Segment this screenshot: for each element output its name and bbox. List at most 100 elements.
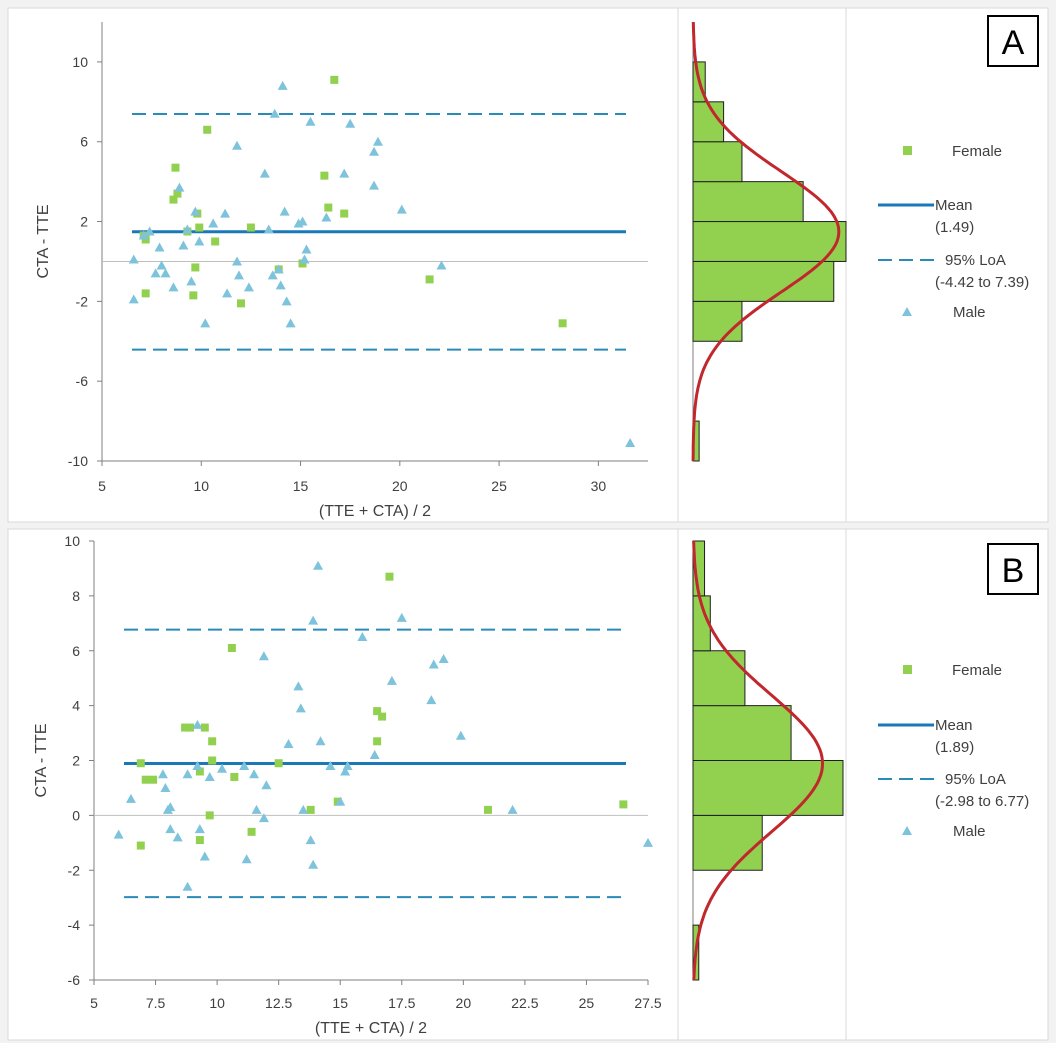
male-point: [299, 254, 310, 264]
male-point: [174, 182, 185, 192]
y-tick-label: 6: [72, 643, 80, 659]
legend-loa-value: (-4.42 to 7.39): [935, 274, 1029, 291]
male-point: [269, 108, 280, 118]
male-point: [281, 296, 292, 306]
male-point: [396, 612, 407, 622]
histogram-bar: [692, 260, 835, 302]
female-point: [195, 836, 204, 845]
male-point: [625, 438, 636, 448]
male-point: [386, 675, 397, 685]
male-point: [258, 651, 269, 661]
male-point: [172, 832, 183, 842]
x-tick-label: 25: [579, 995, 595, 1011]
male-point: [113, 829, 124, 839]
x-axis-label: (TTE + CTA) / 2: [315, 1020, 427, 1037]
x-tick-label: 17.5: [388, 995, 415, 1011]
histogram-bar: [692, 300, 743, 342]
male-point: [340, 766, 351, 776]
y-tick-label: 0: [72, 807, 80, 823]
female-point: [246, 223, 255, 232]
male-point: [261, 780, 272, 790]
female-point: [189, 291, 198, 300]
male-point: [220, 208, 231, 218]
histogram-bar: [692, 181, 804, 223]
y-tick-label: -2: [68, 862, 81, 878]
male-point: [259, 168, 270, 178]
male-point: [241, 854, 252, 864]
male-point: [128, 294, 139, 304]
male-point: [342, 760, 353, 770]
female-point: [208, 737, 217, 746]
female-point: [330, 75, 339, 84]
normal-curve: [691, 21, 841, 461]
legend-mean-value: (1.49): [935, 219, 974, 236]
y-tick-label: -6: [68, 972, 81, 988]
male-point: [178, 240, 189, 250]
male-point: [275, 280, 286, 290]
y-tick-label: -4: [68, 917, 81, 933]
legend-mean-label: Mean: [935, 717, 973, 734]
female-point: [205, 811, 214, 820]
histogram-bar: [692, 221, 847, 262]
male-point: [293, 681, 304, 691]
panel-background: [7, 528, 1049, 1041]
female-point: [425, 275, 434, 284]
histogram-bar: [692, 760, 844, 816]
y-tick-label: 10: [64, 533, 80, 549]
female-point: [230, 772, 239, 781]
male-point: [263, 224, 274, 234]
legend-male-marker: [902, 307, 912, 316]
legend-male-label: Male: [953, 823, 986, 840]
histogram-bar: [692, 705, 792, 761]
male-point: [438, 653, 449, 663]
male-point: [217, 763, 228, 773]
x-tick-label: 12.5: [265, 995, 292, 1011]
male-point: [301, 244, 312, 254]
female-point: [208, 756, 217, 765]
normal-curve: [692, 540, 825, 981]
male-point: [249, 769, 260, 779]
male-point: [455, 730, 466, 740]
panel-a: -10 -6 -2 2 6 10 5 10 15 20 25 30 (TTE + CTA) / 2 CTA…: [7, 7, 1049, 523]
legend-loa-label: 95% LoA: [945, 771, 1006, 788]
female-point: [558, 319, 567, 328]
male-point: [194, 236, 205, 246]
female-point: [136, 759, 145, 768]
legend-female-label: Female: [952, 662, 1002, 679]
male-point: [325, 760, 336, 770]
male-point: [426, 695, 437, 705]
panel-label: B: [1002, 552, 1025, 590]
x-tick-label: 20: [456, 995, 472, 1011]
x-tick-label: 10: [209, 995, 225, 1011]
x-tick-label: 25: [491, 478, 507, 494]
female-point: [211, 237, 220, 246]
x-tick-label: 30: [591, 478, 607, 494]
x-tick-label: 5: [90, 995, 98, 1011]
male-point: [315, 736, 326, 746]
male-point: [643, 837, 653, 847]
panel-label: A: [1002, 24, 1025, 62]
male-point: [194, 824, 205, 834]
y-axis-label: CTA - TTE: [33, 723, 50, 797]
panel-label-box: [987, 543, 1039, 595]
male-point: [192, 719, 203, 729]
female-point: [195, 767, 204, 776]
male-point: [507, 804, 518, 814]
legend-loa-label: 95% LoA: [945, 252, 1006, 269]
y-tick-label: 6: [80, 134, 88, 150]
male-point: [305, 835, 316, 845]
male-point: [335, 796, 346, 806]
male-point: [192, 760, 203, 770]
x-tick-label: 7.5: [146, 995, 166, 1011]
legend-female-marker: [903, 665, 912, 674]
male-point: [277, 80, 288, 90]
female-point: [247, 827, 256, 836]
male-point: [182, 881, 193, 891]
female-point: [373, 707, 382, 716]
male-point: [285, 318, 296, 328]
y-tick-label: -6: [76, 373, 89, 389]
x-tick-label: 20: [392, 478, 408, 494]
male-point: [232, 256, 243, 266]
male-point: [208, 218, 219, 228]
male-point: [222, 288, 233, 298]
